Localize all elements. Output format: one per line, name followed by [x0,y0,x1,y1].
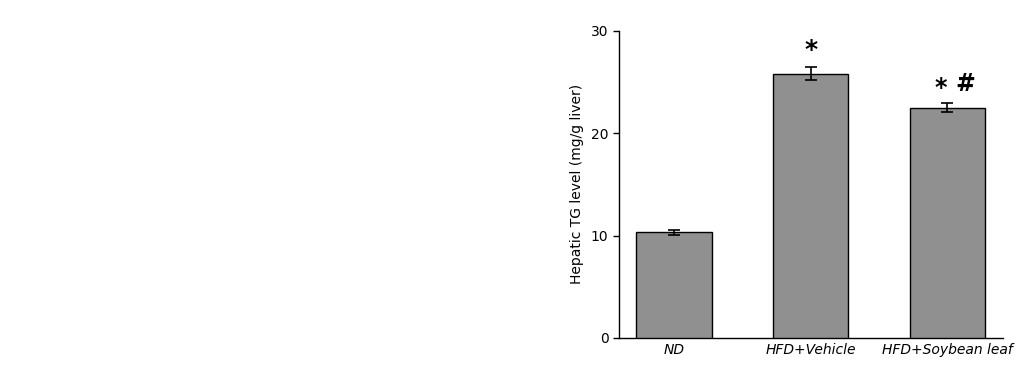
Text: *: * [934,76,947,100]
Text: #: # [955,72,975,96]
Bar [909,108,985,338]
Bar [773,74,848,338]
Text: *: * [804,38,817,62]
Y-axis label: Hepatic TG level (mg/g liver): Hepatic TG level (mg/g liver) [570,84,584,285]
Bar [636,232,712,338]
